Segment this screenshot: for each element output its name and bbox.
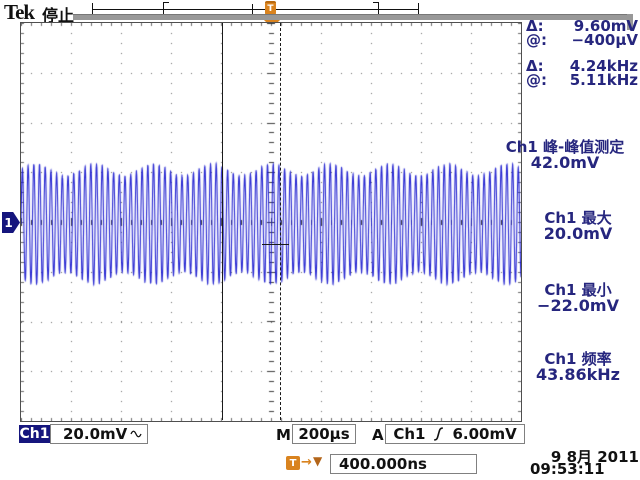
delay-arrow-icon: → xyxy=(301,455,312,470)
timebase-value: 200μs xyxy=(298,425,350,443)
header-divider-bar xyxy=(73,14,633,20)
record-view-left-end xyxy=(92,3,93,16)
measurement-pk-pk: Ch1 峰-峰值测定 42.0mV xyxy=(490,139,640,171)
delta-symbol: Δ: xyxy=(526,17,544,35)
delay-t-icon: T xyxy=(286,456,300,470)
at-v-value: −400μV xyxy=(571,31,638,49)
cursor-2-tick xyxy=(262,244,289,245)
delay-time-readout: 400.000ns xyxy=(330,454,477,474)
measurement-value: 43.86kHz xyxy=(536,365,620,384)
trigger-level: 6.00mV xyxy=(452,425,517,443)
channel-1-position-marker: 1 xyxy=(2,212,20,233)
cursor-delta-f: Δ: 4.24kHz xyxy=(526,57,638,75)
waveform-canvas xyxy=(21,23,521,421)
channel-scale-value: 20.0mV xyxy=(63,425,128,443)
measurement-value: 42.0mV xyxy=(530,153,600,172)
cursor-readouts: Δ: 9.60mV @: −400μV Δ: 4.24kHz @: 5.11kH… xyxy=(526,17,638,89)
rising-edge-icon xyxy=(434,427,444,441)
delta-f-value: 4.24kHz xyxy=(569,57,638,75)
measurement-freq: Ch1 频率 43.86kHz xyxy=(518,351,638,383)
graticule-display xyxy=(20,22,522,422)
timebase-readout: 200μs xyxy=(292,424,356,444)
cursor-2-line xyxy=(280,23,281,420)
channel-1-scale-readout: 20.0mV xyxy=(50,424,148,444)
tek-logo: Tek xyxy=(4,0,35,24)
measurement-label: Ch1 最小 xyxy=(544,281,612,299)
at-f-value: 5.11kHz xyxy=(569,71,638,89)
trigger-a-label: A xyxy=(372,426,384,444)
time-display: 09:53:11 xyxy=(530,460,605,478)
record-trigger-icon: T xyxy=(265,1,276,15)
cursor-delta-v: Δ: 9.60mV xyxy=(526,17,638,35)
record-view-line xyxy=(92,9,419,10)
acquisition-status: 停止 xyxy=(42,6,75,25)
cursor-at-v: @: −400μV xyxy=(526,31,638,49)
measurement-label: Ch1 最大 xyxy=(544,209,612,227)
measurement-label: Ch1 峰-峰值测定 xyxy=(505,138,625,156)
trigger-source: Ch1 xyxy=(393,425,426,443)
record-view-center-tick xyxy=(252,4,253,15)
cursor-1-line xyxy=(222,23,223,420)
measurement-value: 20.0mV xyxy=(543,224,613,243)
trigger-readout: Ch1 6.00mV xyxy=(385,424,525,444)
at-symbol: @: xyxy=(526,31,547,49)
measurement-value: −22.0mV xyxy=(537,296,619,315)
delay-time-value: 400.000ns xyxy=(339,455,427,473)
timebase-label: M xyxy=(276,426,291,444)
delay-triangle-icon: ▼ xyxy=(313,454,323,468)
date-display: 9 8月 2011 xyxy=(550,448,639,466)
cursor-at-f: @: 5.11kHz xyxy=(526,71,638,89)
ac-coupling-icon xyxy=(130,430,142,438)
measurement-label: Ch1 频率 xyxy=(544,350,612,368)
delta-v-value: 9.60mV xyxy=(573,17,638,35)
measurement-min: Ch1 最小 −22.0mV xyxy=(518,282,638,314)
channel-1-badge: Ch1 xyxy=(19,425,50,443)
header-divider-bar-cap xyxy=(627,14,633,30)
at-symbol: @: xyxy=(526,71,547,89)
delta-symbol: Δ: xyxy=(526,57,544,75)
measurement-max: Ch1 最大 20.0mV xyxy=(518,210,638,242)
record-view-right-end xyxy=(418,3,419,16)
